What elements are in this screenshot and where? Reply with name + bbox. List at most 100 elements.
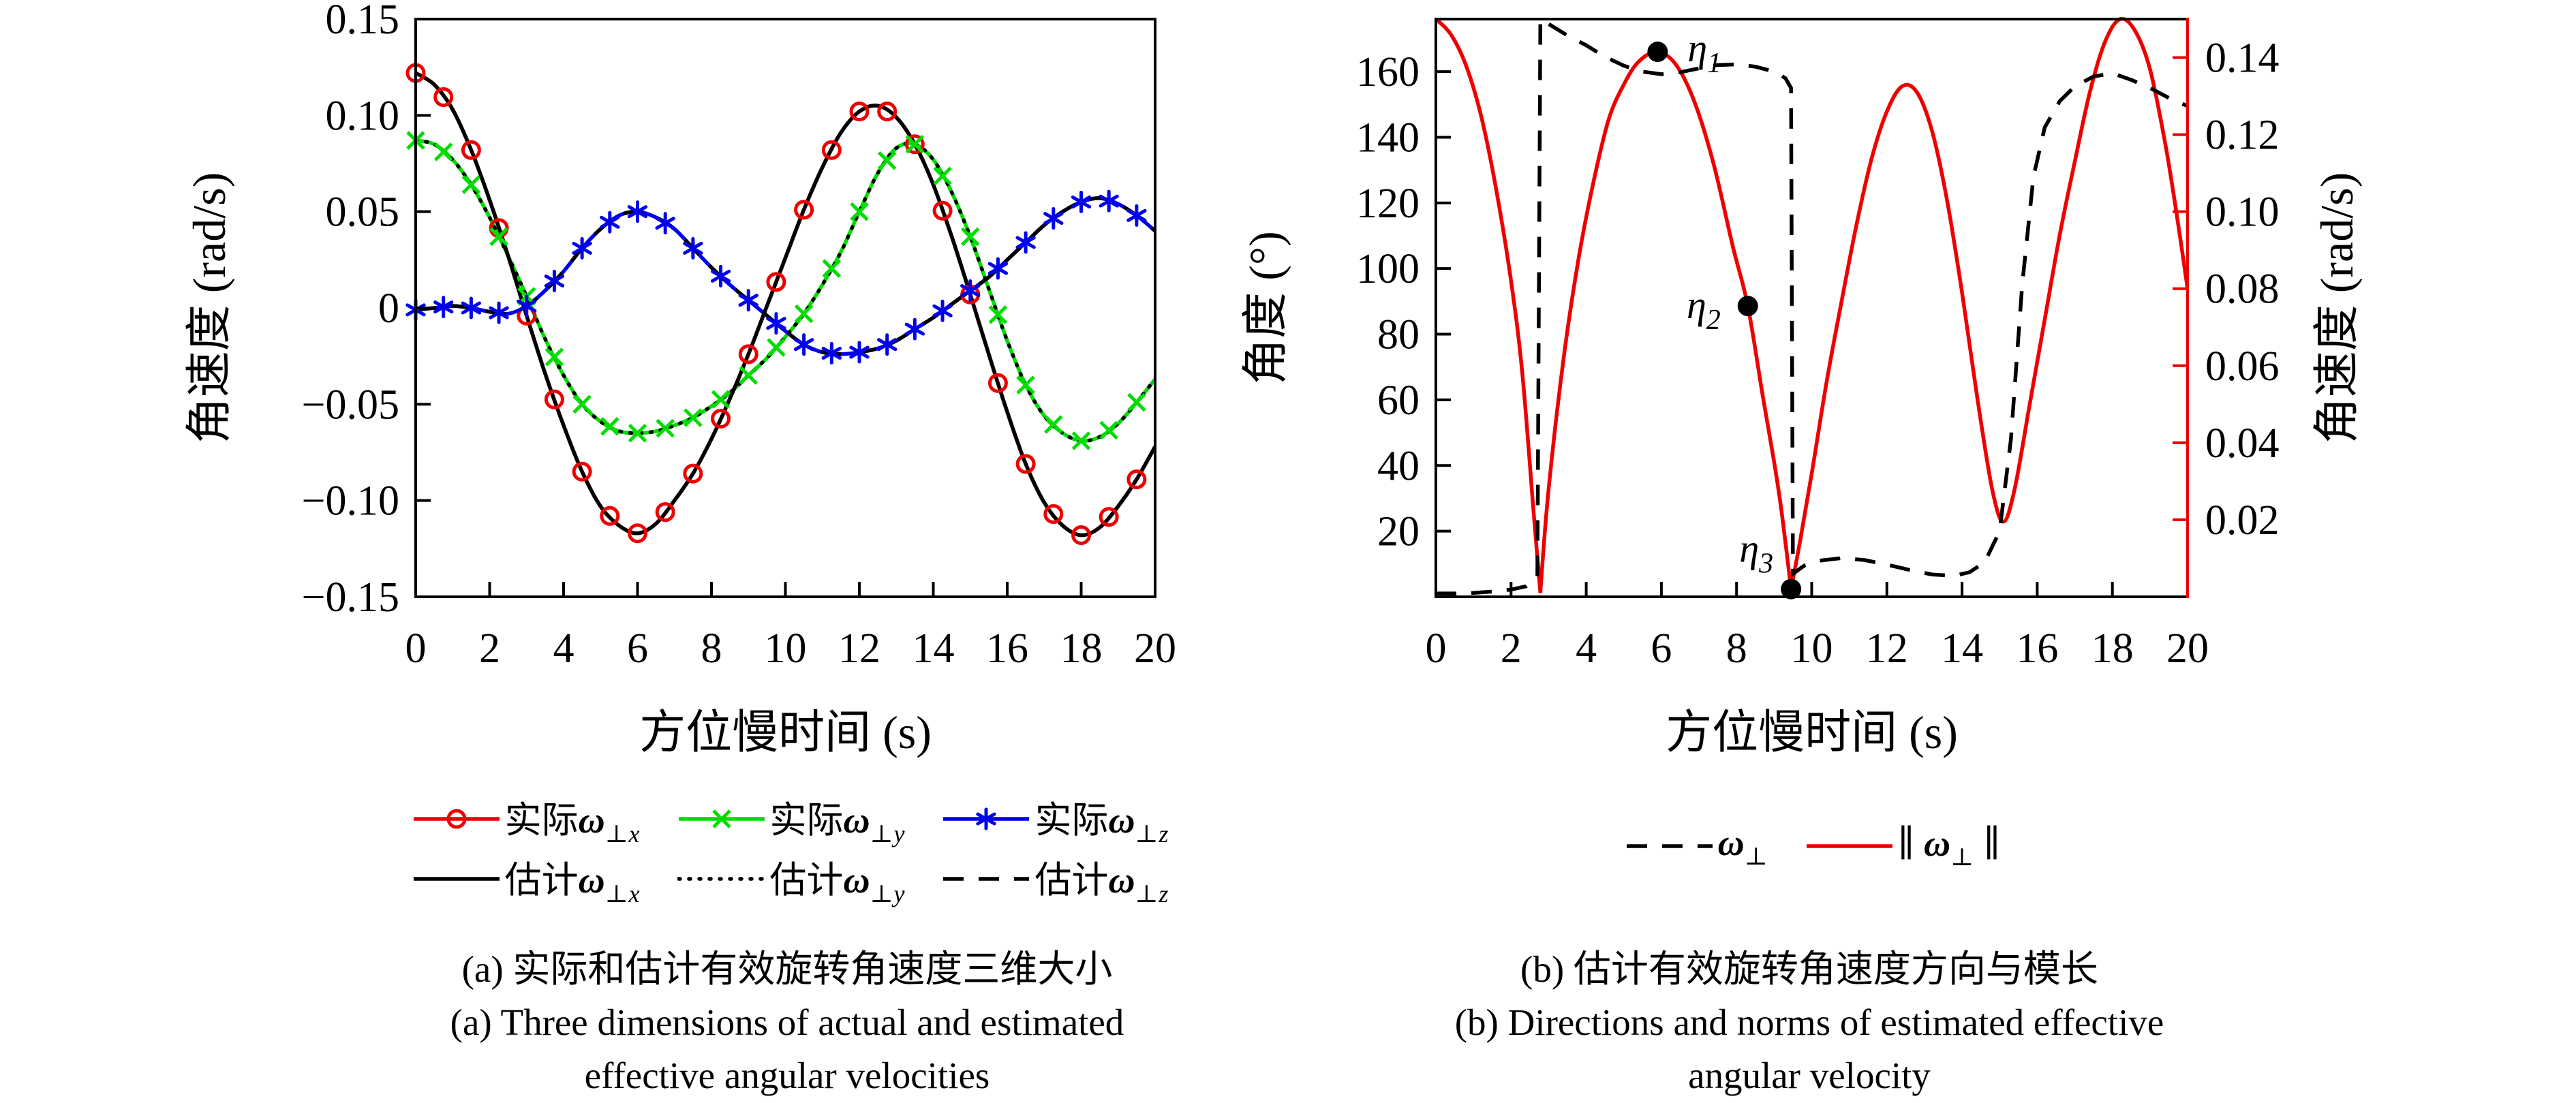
marker-circle (1071, 525, 1091, 546)
marker-x (988, 305, 1008, 324)
marker-x (600, 417, 619, 436)
xtick-b-2: 2 (1501, 625, 1522, 672)
marker-asterisk (1099, 189, 1119, 213)
chart-a-series (416, 71, 1155, 538)
marker-circle (877, 102, 898, 122)
marker-x (822, 259, 842, 278)
marker-x (850, 202, 869, 221)
series-estimated-估计ω⊥y (416, 138, 1155, 443)
caption-a-line1: (a) 实际和估计有效旋转角速度三维大小 (461, 948, 1113, 990)
marker-asterisk (1071, 191, 1092, 214)
legend-sample (413, 877, 500, 881)
legend-label: 估计ω⊥z (1034, 860, 1169, 907)
chart-a: −0.15 −0.10 −0.05 0 0.05 0.10 0.15 0 2 4 6 8 10 12 14 1… (183, 0, 1176, 758)
series-actual-实际ω⊥z (416, 196, 1155, 356)
chart-b-xlabel: 方位慢时间 (s) (1666, 706, 1958, 758)
legend-a-row-2: 估计ω⊥x 估计ω⊥y 估计ω⊥z (412, 849, 1169, 909)
legend-entry-估计ω⊥x: 估计ω⊥x (412, 850, 641, 908)
marker-circle (572, 461, 592, 482)
chart-b-ylabel-left: 角度 (°) (1240, 231, 1291, 384)
ytick-b-left-100: 100 (1356, 246, 1420, 292)
xtick-b-14: 14 (1941, 625, 1983, 672)
legend-entry-实际ω⊥x: 实际ω⊥x (412, 790, 641, 848)
marker-circle (1043, 503, 1064, 524)
marker-asterisk (655, 212, 675, 235)
marker-asterisk (572, 236, 592, 260)
marker-asterisk (544, 269, 565, 292)
marker-x (711, 809, 731, 828)
marker-asterisk (710, 264, 731, 288)
legend-sample (943, 877, 1030, 881)
legend-label: ∥ ω⊥ ∥ (1897, 822, 2001, 871)
marker-x (739, 366, 758, 385)
caption-b-line3: angular velocity (1688, 1055, 1931, 1096)
ytick-b-right-0.10: 0.10 (2205, 189, 2280, 236)
legend-sample (1626, 844, 1713, 848)
caption-b-line1: (b) 估计有效旋转角速度方向与模长 (1520, 948, 2098, 990)
marker-asterisk (987, 257, 1009, 280)
marker-asterisk (683, 236, 703, 260)
marker-circle (433, 87, 454, 107)
marker-x (572, 394, 592, 414)
marker-circle (1099, 507, 1119, 527)
marker-circle (766, 272, 786, 292)
marker-x (767, 338, 786, 357)
marker-x (1071, 431, 1091, 450)
marker-asterisk (960, 279, 981, 302)
marker-x (794, 304, 814, 324)
chart-b: 20 40 60 80 100 120 140 160 0 2 4 6 8 10 12 14 16 18 20 0.0… (1240, 17, 2363, 758)
xtick-b-6: 6 (1651, 625, 1672, 672)
ytick-b-right-0.12: 0.12 (2205, 112, 2280, 159)
xtick-a-18: 18 (1060, 625, 1103, 672)
series-angle (1436, 17, 2188, 595)
marker-x (628, 423, 647, 443)
xtick-a-2: 2 (479, 625, 500, 672)
ytick-a-0: 0 (378, 285, 399, 332)
ytick-b-left-80: 80 (1377, 312, 1420, 358)
ytick-a-−0.10: −0.10 (302, 478, 399, 525)
annotation-dot-η1 (1647, 42, 1668, 63)
marker-x (656, 418, 675, 438)
chart-b-frame (1435, 18, 2189, 598)
marker-circle (932, 200, 953, 221)
marker-asterisk (489, 301, 509, 324)
marker-circle (1126, 469, 1147, 490)
chart-a-frame (414, 18, 1156, 598)
xtick-b-12: 12 (1866, 625, 1908, 672)
marker-x (545, 347, 564, 367)
legend-a: 实际ω⊥x 实际ω⊥y 实际ω⊥z 估计ω⊥x 估计ω⊥y 估计ω⊥z (245, 789, 1336, 909)
ytick-b-right-0.08: 0.08 (2205, 266, 2280, 313)
marker-x (960, 227, 980, 247)
legend-entry-∥ω⊥∥: ∥ ω⊥ ∥ (1805, 822, 2001, 871)
marker-asterisk (1015, 231, 1036, 254)
marker-circle (446, 809, 467, 829)
xtick-a-4: 4 (553, 625, 574, 672)
marker-circle (821, 140, 842, 160)
marker-asterisk (600, 211, 620, 234)
chart-a-ylabel: 角速度 (rad/s) (183, 172, 235, 444)
caption-a: (a) 实际和估计有效旋转角速度三维大小 (a) Three dimension… (211, 943, 1363, 1102)
annotation-label-η3: η3 (1739, 527, 1773, 580)
legend-label: 实际ω⊥y (769, 800, 906, 848)
marker-x (489, 227, 508, 247)
xtick-b-0: 0 (1426, 625, 1447, 672)
ytick-a-0.05: 0.05 (326, 189, 400, 236)
ytick-b-left-60: 60 (1377, 377, 1420, 424)
chart-b-series (1436, 17, 2188, 595)
marker-asterisk (461, 296, 482, 320)
legend-sample (677, 877, 766, 881)
marker-x (461, 175, 481, 194)
legend-b: ω⊥ ∥ ω⊥ ∥ (1404, 816, 2222, 876)
marker-asterisk (821, 341, 842, 364)
marker-circle (987, 373, 1008, 393)
marker-asterisk (932, 299, 953, 322)
xtick-a-8: 8 (701, 625, 722, 672)
xtick-a-6: 6 (627, 625, 648, 672)
marker-asterisk (849, 341, 870, 364)
legend-entry-估计ω⊥y: 估计ω⊥y (677, 850, 906, 908)
ytick-b-left-140: 140 (1356, 114, 1420, 161)
legend-sample (943, 807, 1030, 830)
legend-label: 实际ω⊥z (1034, 800, 1169, 848)
